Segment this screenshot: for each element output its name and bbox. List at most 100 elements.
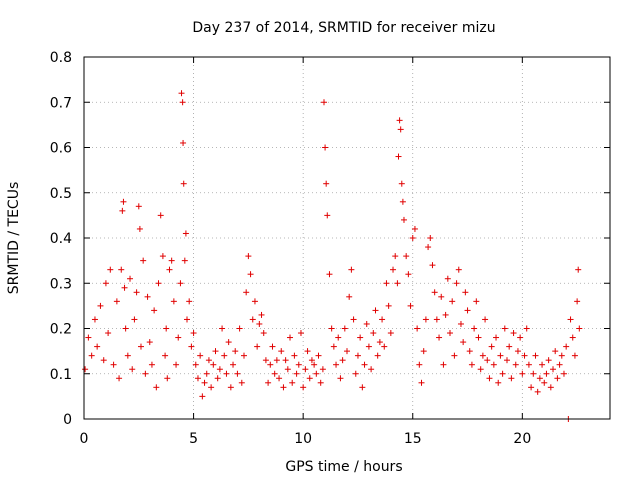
data-point [396,117,403,124]
data-point [236,325,243,332]
data-point [414,325,421,332]
data-point [212,348,219,355]
data-point [320,99,327,106]
data-point [119,207,126,214]
y-tick-label: 0.5 [50,186,72,202]
data-point [135,203,142,210]
data-point [178,90,185,97]
data-point [205,357,212,364]
data-point [357,334,364,341]
data-point [457,320,464,327]
data-point [532,352,539,359]
y-tick-label: 0 [63,412,72,428]
data-point [552,348,559,355]
data-point [162,352,169,359]
y-tick-label: 0.1 [50,367,72,383]
y-tick-label: 0.2 [50,322,72,338]
data-point [313,370,320,377]
data-point [405,271,412,278]
data-point [508,375,515,382]
data-point [190,330,197,337]
data-point [127,275,134,282]
data-point [499,370,506,377]
data-point [180,139,187,146]
data-point [146,339,153,346]
data-point [341,325,348,332]
data-point [387,330,394,337]
data-point [337,375,344,382]
data-point [493,334,500,341]
data-point [186,298,193,305]
data-point [407,302,414,309]
data-point [418,379,425,386]
data-point [282,357,289,364]
data-point [116,375,123,382]
data-point [486,375,493,382]
data-point [381,343,388,350]
data-point [118,266,125,273]
data-point [306,375,313,382]
data-point [251,298,258,305]
data-point [94,343,101,350]
data-point [400,216,407,223]
data-point [107,266,114,273]
data-point [188,343,195,350]
data-point [173,361,180,368]
data-point [273,357,280,364]
data-point [164,375,171,382]
data-point [361,361,368,368]
data-point [543,370,550,377]
data-point [262,357,269,364]
data-point [113,298,120,305]
x-tick-label: 5 [189,431,198,447]
data-points [82,90,583,422]
data-point [536,375,543,382]
data-point [464,307,471,314]
y-tick-label: 0.6 [50,141,72,157]
x-tick-labels: 0 5 10 15 20 [80,431,532,447]
data-point [348,266,355,273]
data-point [484,357,491,364]
y-tick-labels: 0 0.1 0.2 0.3 0.4 0.5 0.6 0.7 0.8 [50,50,72,428]
data-point [449,298,456,305]
data-point [302,366,309,373]
data-point [394,280,401,287]
data-point [227,384,234,391]
data-point [370,330,377,337]
data-point [539,361,546,368]
data-point [433,316,440,323]
data-point [297,330,304,337]
data-point [392,253,399,260]
data-point [225,339,232,346]
data-point [88,352,95,359]
data-point [372,307,379,314]
x-axis-label: GPS time / hours [285,459,402,475]
data-point [284,366,291,373]
data-point [97,302,104,309]
data-point [383,280,390,287]
data-point [124,352,131,359]
data-point [468,361,475,368]
data-point [429,262,436,269]
data-point [177,280,184,287]
data-point [179,99,186,106]
data-point [436,334,443,341]
data-point [550,366,557,373]
data-point [180,180,187,187]
data-point [365,343,372,350]
data-point [359,384,366,391]
data-point [455,266,462,273]
data-point [453,280,460,287]
data-point [344,348,350,355]
data-point [245,253,252,260]
data-point [399,198,406,205]
data-point [267,361,274,368]
data-point [258,311,265,318]
data-point [243,289,250,296]
data-point [398,180,405,187]
data-point [247,271,254,278]
x-tick-label: 20 [513,431,531,447]
data-point [105,330,112,337]
data-point [438,293,445,300]
data-point [335,334,342,341]
